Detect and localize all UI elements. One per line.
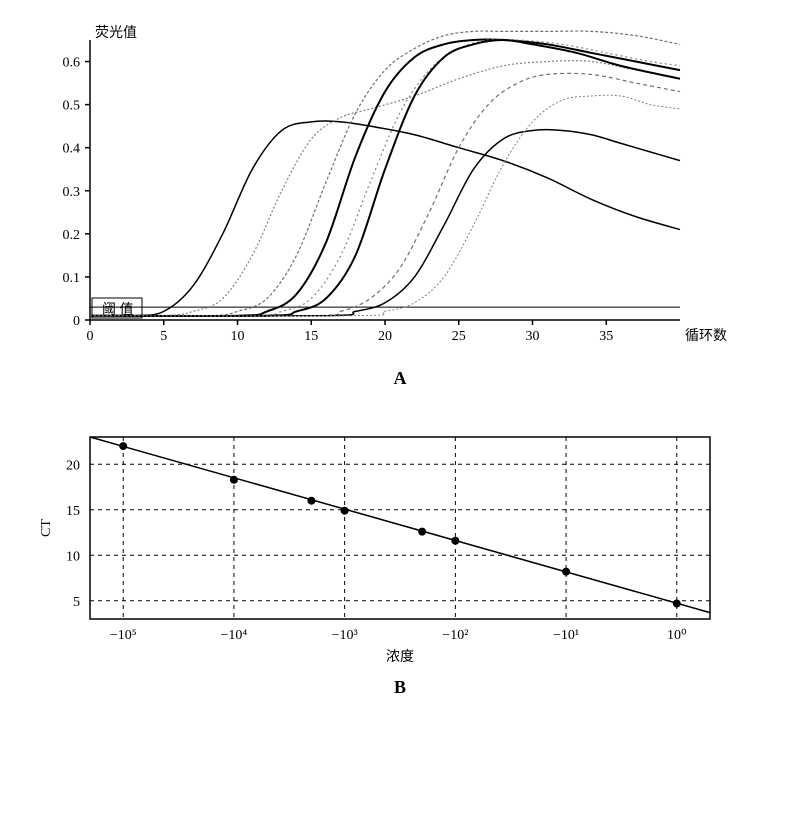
svg-text:15: 15 bbox=[66, 504, 80, 519]
svg-text:5: 5 bbox=[73, 595, 80, 610]
svg-text:−10¹: −10¹ bbox=[553, 628, 579, 643]
svg-text:35: 35 bbox=[599, 329, 613, 344]
chart-a-container: 00.10.20.30.40.50.605101520253035阈 值荧光值循… bbox=[20, 20, 780, 389]
svg-text:25: 25 bbox=[452, 329, 466, 344]
svg-text:0.1: 0.1 bbox=[63, 271, 81, 286]
chart-b: 5 10 15 20 −10⁵ −10⁴ −10³ −10² −10¹ 10⁰ CT 浓度 bbox=[20, 419, 740, 669]
svg-text:−10⁴: −10⁴ bbox=[221, 628, 248, 643]
svg-text:20: 20 bbox=[378, 329, 392, 344]
svg-text:0.5: 0.5 bbox=[63, 99, 81, 114]
svg-text:0: 0 bbox=[87, 329, 94, 344]
svg-text:浓度: 浓度 bbox=[386, 649, 414, 665]
svg-text:15: 15 bbox=[304, 329, 318, 344]
svg-text:CT: CT bbox=[39, 519, 54, 537]
svg-text:0.6: 0.6 bbox=[63, 56, 81, 71]
svg-text:−10⁵: −10⁵ bbox=[110, 628, 137, 643]
chart-b-container: 5 10 15 20 −10⁵ −10⁴ −10³ −10² −10¹ 10⁰ CT 浓度 B bbox=[20, 419, 780, 698]
svg-text:0.4: 0.4 bbox=[63, 142, 81, 157]
svg-text:30: 30 bbox=[526, 329, 540, 344]
chart-a: 00.10.20.30.40.50.605101520253035阈 值荧光值循… bbox=[20, 20, 740, 360]
chart-b-label: B bbox=[20, 677, 780, 698]
svg-text:荧光值: 荧光值 bbox=[95, 24, 137, 41]
svg-text:−10²: −10² bbox=[442, 628, 468, 643]
svg-text:0.2: 0.2 bbox=[63, 228, 81, 243]
svg-text:0.3: 0.3 bbox=[63, 185, 81, 200]
svg-text:20: 20 bbox=[66, 458, 80, 473]
svg-text:0: 0 bbox=[73, 314, 80, 329]
svg-text:10: 10 bbox=[66, 549, 80, 564]
svg-text:−10³: −10³ bbox=[332, 628, 358, 643]
svg-text:10: 10 bbox=[231, 329, 245, 344]
svg-text:5: 5 bbox=[160, 329, 167, 344]
svg-text:循环数: 循环数 bbox=[685, 328, 727, 344]
chart-a-label: A bbox=[20, 368, 780, 389]
svg-text:10⁰: 10⁰ bbox=[667, 628, 687, 643]
